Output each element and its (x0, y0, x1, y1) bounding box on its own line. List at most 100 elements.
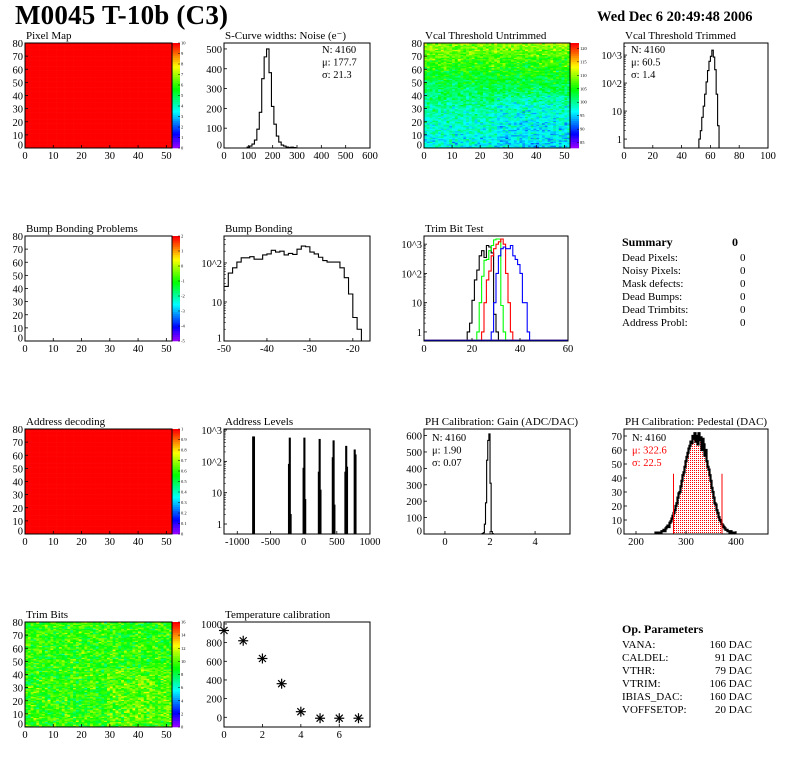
heatmap-cell (47, 132, 51, 134)
heatmap-cell (527, 130, 531, 133)
heatmap-cell (106, 50, 111, 53)
heatmap-cell (84, 78, 88, 81)
heatmap-cell (482, 146, 487, 148)
heatmap-cell (558, 140, 562, 142)
heatmap-cell (30, 67, 34, 70)
heatmap-cell (123, 43, 128, 45)
heatmap-cell (36, 116, 40, 119)
heatmap-cell (41, 58, 46, 61)
heatmap-cell (53, 69, 57, 71)
heatmap-cell (53, 127, 57, 129)
heatmap-cell (132, 112, 136, 115)
heatmap-cell (558, 137, 562, 140)
heatmap-cell (67, 95, 71, 98)
heatmap-cell (121, 94, 125, 96)
heatmap-cell (41, 127, 46, 129)
heatmap-cell (95, 77, 99, 79)
heatmap-cell (41, 142, 46, 145)
heatmap-cell (73, 44, 77, 46)
heatmap-cell (44, 127, 48, 129)
heatmap-cell (126, 140, 130, 142)
heatmap-cell (56, 106, 60, 108)
heatmap-cell (70, 81, 74, 83)
heatmap-cell (138, 146, 142, 148)
heatmap-cell (126, 77, 130, 79)
heatmap-cell (121, 64, 125, 66)
heatmap-cell (27, 129, 31, 132)
heatmap-cell (146, 61, 150, 63)
heatmap-cell (491, 136, 495, 138)
heatmap-cell (73, 134, 77, 137)
heatmap-cell (115, 91, 119, 94)
heatmap-cell (81, 111, 85, 113)
heatmap-cell (123, 130, 128, 133)
heatmap-cell (84, 125, 88, 128)
heatmap-cell (561, 141, 565, 144)
heatmap-cell (121, 145, 125, 147)
heatmap-cell (50, 104, 54, 107)
heatmap-cell (87, 108, 91, 111)
palette-step (172, 91, 180, 94)
heatmap-cell (499, 136, 503, 138)
heatmap-cell (516, 141, 520, 144)
heatmap-cell (553, 142, 557, 145)
palette-step (172, 114, 180, 117)
heatmap-cell (561, 140, 565, 142)
heatmap-cell (87, 140, 91, 142)
heatmap-cell (50, 137, 54, 140)
heatmap-cell (56, 50, 60, 53)
heatmap-cell (73, 45, 77, 48)
heatmap-cell (166, 117, 170, 120)
heatmap-cell (61, 138, 65, 141)
heatmap-cell (146, 65, 150, 67)
heatmap-cell (109, 85, 113, 87)
heatmap-cell (440, 140, 444, 142)
heatmap-cell (118, 57, 122, 60)
heatmap-cell (468, 141, 473, 144)
heatmap-cell (466, 137, 470, 140)
heatmap-cell (53, 78, 57, 81)
heatmap-cell (98, 49, 102, 52)
heatmap-cell (160, 100, 164, 103)
heatmap-cell (56, 140, 60, 142)
heatmap-cell (527, 141, 531, 144)
heatmap-cell (129, 67, 133, 70)
heatmap-cell (41, 146, 46, 148)
heatmap-cell (482, 133, 487, 136)
heatmap-cell (163, 119, 167, 121)
heatmap-cell (121, 92, 125, 95)
heatmap-cell (115, 87, 119, 90)
heatmap-cell (64, 86, 68, 88)
heatmap-cell (118, 134, 122, 137)
heatmap-cell (87, 142, 91, 145)
heatmap-cell (109, 83, 113, 86)
heatmap-cell (118, 142, 122, 145)
heatmap-cell (53, 86, 57, 88)
heatmap-cell (27, 142, 31, 145)
heatmap-cell (30, 75, 34, 78)
heatmap-cell (84, 102, 88, 104)
heatmap-cell (30, 85, 34, 87)
heatmap-cell (53, 144, 57, 146)
heatmap-cell (95, 74, 99, 77)
heatmap-cell (132, 102, 136, 104)
heatmap-cell (468, 136, 473, 138)
heatmap-cell (160, 144, 164, 146)
heatmap-cell (123, 124, 128, 126)
heatmap-cell (146, 94, 150, 96)
heatmap-cell (446, 140, 450, 142)
heatmap-cell (118, 125, 122, 128)
heatmap-cell (132, 144, 136, 146)
heatmap-cell (87, 124, 91, 126)
heatmap-cell (166, 107, 170, 109)
heatmap-cell (123, 119, 128, 121)
heatmap-cell (129, 136, 133, 138)
heatmap-cell (135, 44, 139, 46)
heatmap-cell (39, 87, 43, 90)
heatmap-cell (50, 78, 54, 81)
heatmap-cell (90, 103, 94, 105)
heatmap-cell (87, 75, 91, 78)
heatmap-cell (140, 58, 145, 61)
heatmap-cell (527, 145, 531, 147)
heatmap-cell (169, 52, 172, 54)
